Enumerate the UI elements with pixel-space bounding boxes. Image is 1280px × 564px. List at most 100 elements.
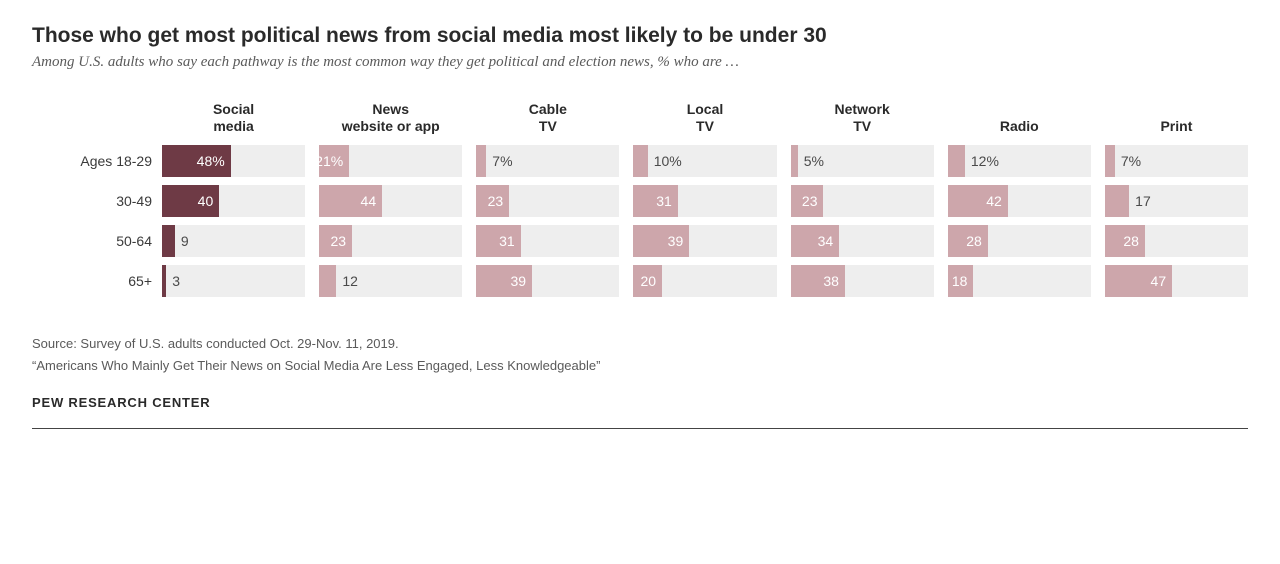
bar-cell: 48% xyxy=(162,141,305,181)
chart-footer: Source: Survey of U.S. adults conducted … xyxy=(32,329,1248,410)
bar-cell: 47 xyxy=(1105,261,1248,301)
bar-fill: 23 xyxy=(791,185,824,217)
bar-fill: 23 xyxy=(319,225,352,257)
bar-fill: 47 xyxy=(1105,265,1172,297)
column-header: Print xyxy=(1105,97,1248,141)
bar-cell: 28 xyxy=(948,221,1091,261)
column-header: Radio xyxy=(948,97,1091,141)
bar-cell: 17 xyxy=(1105,181,1248,221)
bar-value-label: 21% xyxy=(315,153,343,169)
chart-column: Local TV10%313920 xyxy=(633,97,776,301)
bar-fill xyxy=(1105,145,1115,177)
bar-fill: 28 xyxy=(948,225,988,257)
bar-cell: 20 xyxy=(633,261,776,301)
bar-fill: 28 xyxy=(1105,225,1145,257)
bar-track: 42 xyxy=(948,185,1091,217)
bar-track: 39 xyxy=(633,225,776,257)
bar-track: 31 xyxy=(633,185,776,217)
bar-cell: 42 xyxy=(948,181,1091,221)
bar-value-label: 18 xyxy=(952,273,968,289)
bar-fill xyxy=(633,145,647,177)
bar-fill: 44 xyxy=(319,185,382,217)
bar-value-label: 28 xyxy=(1123,233,1139,249)
bar-track: 9 xyxy=(162,225,305,257)
bar-track: 18 xyxy=(948,265,1091,297)
bar-value-label: 38 xyxy=(823,273,839,289)
bar-cell: 23 xyxy=(319,221,462,261)
chart-area: Ages 18-2930-4950-6465+ Social media48%4… xyxy=(32,97,1248,301)
bar-track: 28 xyxy=(948,225,1091,257)
bar-cell: 40 xyxy=(162,181,305,221)
bar-value-label: 12% xyxy=(971,153,999,169)
bar-track: 21% xyxy=(319,145,462,177)
bar-track: 48% xyxy=(162,145,305,177)
bar-value-label: 23 xyxy=(802,193,818,209)
bar-value-label: 20 xyxy=(640,273,656,289)
bar-value-label: 31 xyxy=(656,193,672,209)
bar-fill xyxy=(948,145,965,177)
footer-divider xyxy=(32,428,1248,429)
bar-fill xyxy=(162,225,175,257)
row-label: 30-49 xyxy=(32,181,162,221)
bar-track: 38 xyxy=(791,265,934,297)
bar-fill: 31 xyxy=(633,185,677,217)
bar-fill: 48% xyxy=(162,145,231,177)
bar-value-label: 10% xyxy=(654,153,682,169)
bar-track: 10% xyxy=(633,145,776,177)
bar-fill: 18 xyxy=(948,265,974,297)
bar-fill: 31 xyxy=(476,225,520,257)
bar-fill: 21% xyxy=(319,145,349,177)
bar-track: 39 xyxy=(476,265,619,297)
bar-value-label: 9 xyxy=(181,233,189,249)
bar-fill xyxy=(319,265,336,297)
bar-value-label: 7% xyxy=(492,153,512,169)
chart-column: Network TV5%233438 xyxy=(791,97,934,301)
bar-value-label: 47 xyxy=(1151,273,1167,289)
bar-track: 5% xyxy=(791,145,934,177)
bar-value-label: 40 xyxy=(198,193,214,209)
bar-fill xyxy=(791,145,798,177)
row-label: 50-64 xyxy=(32,221,162,261)
footer-org: PEW RESEARCH CENTER xyxy=(32,391,1248,410)
bar-fill xyxy=(162,265,166,297)
chart-title: Those who get most political news from s… xyxy=(32,24,1248,48)
bar-cell: 23 xyxy=(476,181,619,221)
bar-value-label: 12 xyxy=(342,273,358,289)
bar-value-label: 23 xyxy=(330,233,346,249)
bar-cell: 7% xyxy=(1105,141,1248,181)
bar-fill: 40 xyxy=(162,185,219,217)
bar-track: 7% xyxy=(1105,145,1248,177)
chart-column: News website or app 21% 44 23 12 xyxy=(319,97,462,301)
bar-fill: 20 xyxy=(633,265,662,297)
column-header: Social media xyxy=(162,97,305,141)
bar-cell: 31 xyxy=(476,221,619,261)
bar-track: 40 xyxy=(162,185,305,217)
bar-track: 28 xyxy=(1105,225,1248,257)
bar-track: 47 xyxy=(1105,265,1248,297)
bar-cell: 3 xyxy=(162,261,305,301)
bar-cell: 12% xyxy=(948,141,1091,181)
bar-track: 17 xyxy=(1105,185,1248,217)
bar-fill xyxy=(476,145,486,177)
bar-cell: 31 xyxy=(633,181,776,221)
bar-fill: 42 xyxy=(948,185,1008,217)
bar-track: 7% xyxy=(476,145,619,177)
chart-columns: Social media 48% 40 9 3 News website or app 21… xyxy=(162,97,1248,301)
column-header: News website or app xyxy=(319,97,462,141)
bar-track: 12% xyxy=(948,145,1091,177)
bar-track: 23 xyxy=(476,185,619,217)
bar-cell: 5% xyxy=(791,141,934,181)
chart-subtitle: Among U.S. adults who say each pathway i… xyxy=(32,54,1248,71)
bar-track: 23 xyxy=(319,225,462,257)
bar-cell: 10% xyxy=(633,141,776,181)
bar-value-label: 34 xyxy=(818,233,834,249)
chart-column: Radio 12% 42 28 18 xyxy=(948,97,1091,301)
bar-value-label: 31 xyxy=(499,233,515,249)
bar-value-label: 39 xyxy=(511,273,527,289)
bar-cell: 38 xyxy=(791,261,934,301)
bar-track: 44 xyxy=(319,185,462,217)
bar-value-label: 42 xyxy=(986,193,1002,209)
chart-column: Print 7% 17 28 47 xyxy=(1105,97,1248,301)
bar-value-label: 7% xyxy=(1121,153,1141,169)
bar-cell: 44 xyxy=(319,181,462,221)
